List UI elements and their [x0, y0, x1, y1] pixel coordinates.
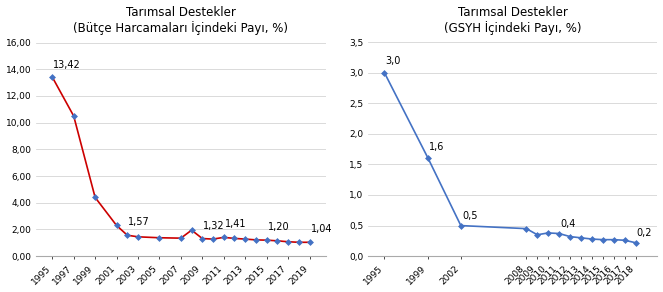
Text: 1,04: 1,04 — [310, 224, 332, 234]
Text: 1,41: 1,41 — [225, 219, 247, 229]
Text: 1,57: 1,57 — [129, 217, 150, 227]
Text: 1,6: 1,6 — [429, 142, 444, 152]
Text: 13,42: 13,42 — [53, 60, 81, 70]
Text: 0,5: 0,5 — [462, 211, 477, 221]
Text: 3,0: 3,0 — [385, 56, 401, 67]
Title: Tarımsal Destekler
(Bütçe Harcamaları İçindeki Payı, %): Tarımsal Destekler (Bütçe Harcamaları İç… — [74, 6, 288, 35]
Text: 0,2: 0,2 — [636, 228, 652, 238]
Title: Tarımsal Destekler
(GSYH İçindeki Payı, %): Tarımsal Destekler (GSYH İçindeki Payı, … — [444, 6, 581, 35]
Text: 1,20: 1,20 — [268, 222, 289, 232]
Text: 0,4: 0,4 — [560, 219, 575, 229]
Text: 1,32: 1,32 — [204, 220, 225, 231]
